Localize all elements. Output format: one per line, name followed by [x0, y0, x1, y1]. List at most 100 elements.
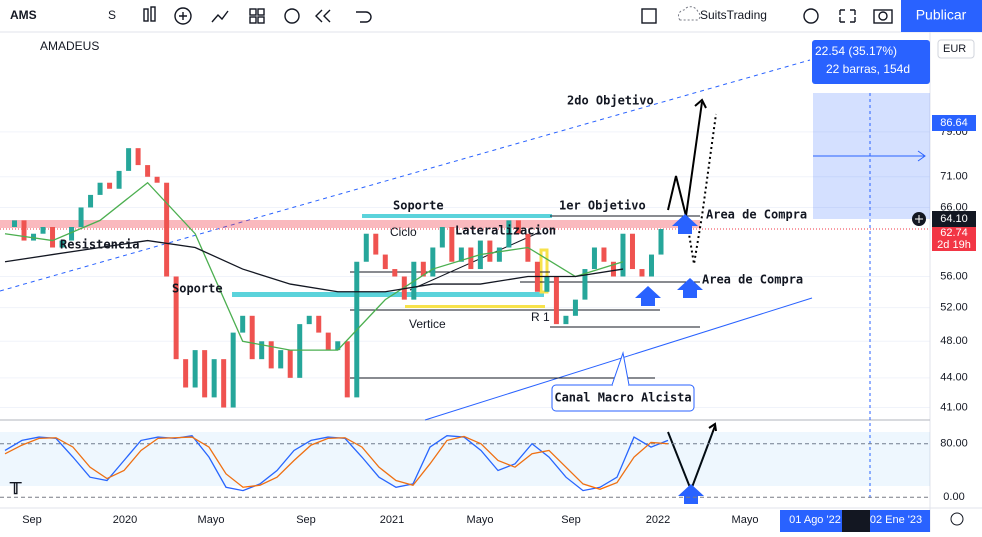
- candle: [88, 194, 94, 208]
- currency[interactable]: EUR: [943, 43, 966, 55]
- x-tick-label: 2021: [380, 514, 404, 526]
- publish-button[interactable]: [901, 0, 982, 32]
- y-tick-label: 52.00: [940, 302, 968, 314]
- candle: [496, 247, 502, 262]
- symbol[interactable]: AMS: [10, 8, 37, 22]
- annotation: Soporte: [393, 199, 444, 213]
- y-tick-label: 66.00: [940, 201, 968, 213]
- candle: [591, 247, 597, 270]
- candle: [278, 350, 284, 369]
- logo: 𝕋: [9, 481, 22, 498]
- stoch-d: [4, 435, 669, 490]
- toolbar-icons[interactable]: [143, 6, 893, 25]
- moving-average: [4, 181, 624, 351]
- account[interactable]: SuitsTrading: [700, 8, 767, 22]
- interval[interactable]: S: [108, 8, 116, 22]
- candle: [610, 261, 616, 277]
- candle: [392, 269, 398, 277]
- candle: [145, 165, 151, 177]
- annotation: 2do Objetivo: [567, 94, 654, 108]
- y-tick-label: 0.00: [943, 491, 964, 503]
- candle: [69, 227, 75, 241]
- price-badge: [932, 227, 976, 251]
- candle: [648, 254, 654, 277]
- candle: [601, 247, 607, 262]
- x-tick-label: Sep: [296, 514, 316, 526]
- candle: [183, 359, 189, 388]
- candle: [620, 233, 626, 277]
- annotation: Area de Compra: [706, 208, 807, 222]
- candle: [268, 341, 274, 369]
- x-tick-label: Sep: [22, 514, 42, 526]
- x-tick-label: 2022: [646, 514, 670, 526]
- candle: [135, 148, 141, 166]
- x-tick-label: Mayo: [198, 514, 225, 526]
- candle: [449, 227, 455, 262]
- candle: [344, 341, 350, 398]
- measure-span: 22 barras, 154d: [826, 62, 910, 76]
- time-range: 02 Ene '23: [870, 514, 922, 526]
- candle: [97, 182, 103, 195]
- x-tick-label: 2020: [113, 514, 137, 526]
- moving-average: [4, 239, 624, 293]
- legend: AMADEUS: [40, 39, 99, 53]
- candle: [325, 332, 331, 351]
- annotation: Area de Compra: [702, 273, 803, 287]
- annotation: Lateralizacion: [455, 224, 556, 238]
- candle: [382, 254, 388, 270]
- x-tick-label: Mayo: [467, 514, 494, 526]
- candle: [116, 170, 122, 189]
- annotation: Resistencia: [60, 238, 139, 252]
- candle: [506, 220, 512, 248]
- candle: [78, 207, 84, 228]
- y-tick-label: 56.00: [940, 270, 968, 282]
- candle: [173, 276, 179, 360]
- candle: [544, 276, 550, 292]
- candle: [31, 233, 37, 241]
- price-badge: [932, 211, 976, 227]
- candle: [658, 229, 664, 255]
- candle: [582, 269, 588, 300]
- measure-box: [812, 40, 930, 84]
- candle: [192, 350, 198, 388]
- candle: [259, 341, 265, 360]
- candle: [306, 315, 312, 325]
- annotation: 1er Objetivo: [559, 199, 646, 213]
- candle: [335, 341, 341, 351]
- currency-box[interactable]: [937, 39, 975, 59]
- publish-label[interactable]: Publicar: [916, 7, 967, 23]
- price-badge: [932, 115, 976, 131]
- y-tick-label: 44.00: [940, 372, 968, 384]
- time-range: 01 Ago '22: [789, 514, 841, 526]
- candle: [164, 182, 170, 277]
- candle: [553, 276, 559, 325]
- y-tick-label: 48.00: [940, 335, 968, 347]
- candle: [420, 261, 426, 277]
- candle: [297, 324, 303, 378]
- candle: [154, 176, 160, 183]
- measure-change: 22.54 (35.17%): [815, 44, 897, 58]
- y-tick-label: 80.00: [940, 438, 968, 450]
- candle: [59, 240, 65, 248]
- price-label: 86.64: [940, 117, 968, 129]
- price-label: 64.10: [940, 213, 968, 225]
- candle: [316, 315, 322, 333]
- annotation: Soporte: [172, 282, 223, 296]
- candle: [50, 227, 56, 248]
- candle: [240, 315, 246, 333]
- x-tick-label: Mayo: [732, 514, 759, 526]
- candle: [40, 227, 46, 234]
- x-tick-label: Sep: [561, 514, 581, 526]
- candle: [629, 233, 635, 270]
- candle: [21, 220, 27, 241]
- candle: [468, 247, 474, 270]
- candle: [639, 269, 645, 277]
- candle: [439, 227, 445, 248]
- candle: [230, 332, 236, 408]
- annotation: Ciclo: [390, 225, 417, 239]
- candle: [563, 315, 569, 325]
- candle: [249, 315, 255, 360]
- y-tick-label: 71.00: [940, 171, 968, 183]
